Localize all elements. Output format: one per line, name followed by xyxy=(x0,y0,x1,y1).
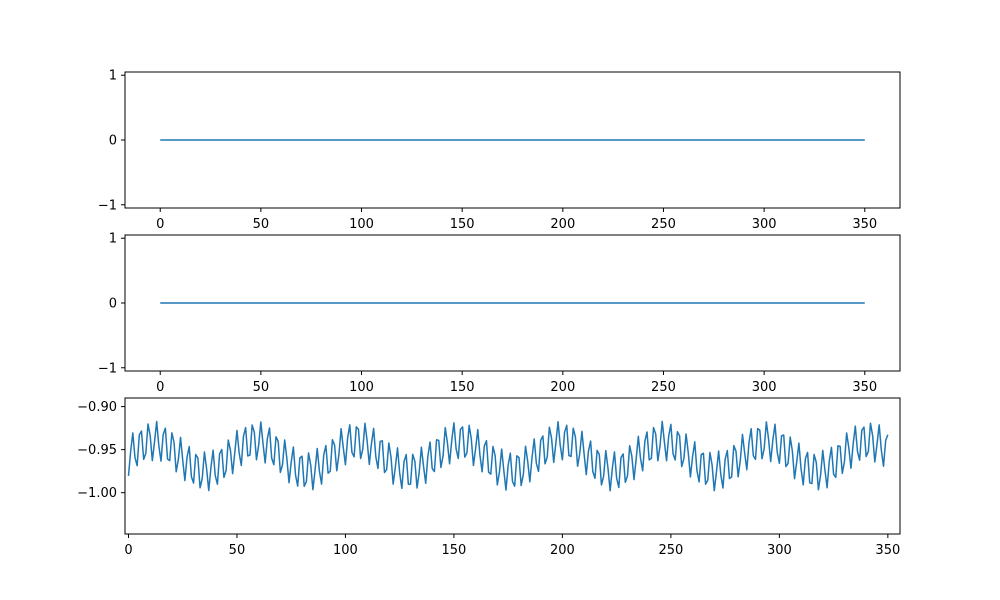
middle-x-tick-label: 150 xyxy=(450,380,475,395)
middle-x-tick-label: 250 xyxy=(651,380,676,395)
bottom-x-tick-label: 250 xyxy=(658,543,683,558)
bottom-axes-frame xyxy=(124,397,901,535)
middle-x-tick-label: 100 xyxy=(349,380,374,395)
subplot-top: 0 50 100 150 200 250 300 350 −1 0 1 xyxy=(98,69,901,232)
top-x-tick-label: 50 xyxy=(253,217,270,232)
middle-y-tick-label: 1 xyxy=(109,232,117,247)
bottom-x-tick-label: 200 xyxy=(550,543,575,558)
middle-y-tick-label: −1 xyxy=(98,361,117,376)
bottom-y-tick-label: −1.00 xyxy=(77,486,117,501)
middle-x-tick-label: 200 xyxy=(550,380,575,395)
middle-x-tick-label: 0 xyxy=(156,380,164,395)
top-y-tick-label: 1 xyxy=(109,69,117,84)
middle-x-tick-label: 50 xyxy=(253,380,270,395)
top-x-tick-label: 300 xyxy=(752,217,777,232)
bottom-x-tick-label: 50 xyxy=(229,543,246,558)
middle-x-tick-label: 300 xyxy=(752,380,777,395)
bottom-x-tick-label: 150 xyxy=(442,543,467,558)
subplot-middle: 0 50 100 150 200 250 300 350 −1 0 1 xyxy=(98,232,901,395)
bottom-y-tick-label: −0.95 xyxy=(77,443,117,458)
bottom-y-tick-label: −0.90 xyxy=(77,400,117,415)
bottom-series-line-0 xyxy=(127,420,889,492)
bottom-x-tick-label: 350 xyxy=(875,543,900,558)
bottom-x-tick-label: 0 xyxy=(124,543,132,558)
middle-y-tick-label: 0 xyxy=(109,297,117,312)
middle-x-tick-label: 350 xyxy=(852,380,877,395)
top-x-tick-label: 0 xyxy=(156,217,164,232)
top-x-tick-label: 250 xyxy=(651,217,676,232)
subplot-bottom: 0 50 100 150 200 250 300 350 −1.00 −0.95 −0.90 xyxy=(77,397,901,558)
top-x-tick-label: 350 xyxy=(852,217,877,232)
top-x-tick-label: 200 xyxy=(550,217,575,232)
top-x-tick-label: 100 xyxy=(349,217,374,232)
bottom-x-tick-label: 100 xyxy=(333,543,358,558)
top-y-tick-label: −1 xyxy=(98,198,117,213)
top-y-tick-label: 0 xyxy=(109,134,117,149)
bottom-x-tick-label: 300 xyxy=(767,543,792,558)
top-x-tick-label: 150 xyxy=(450,217,475,232)
